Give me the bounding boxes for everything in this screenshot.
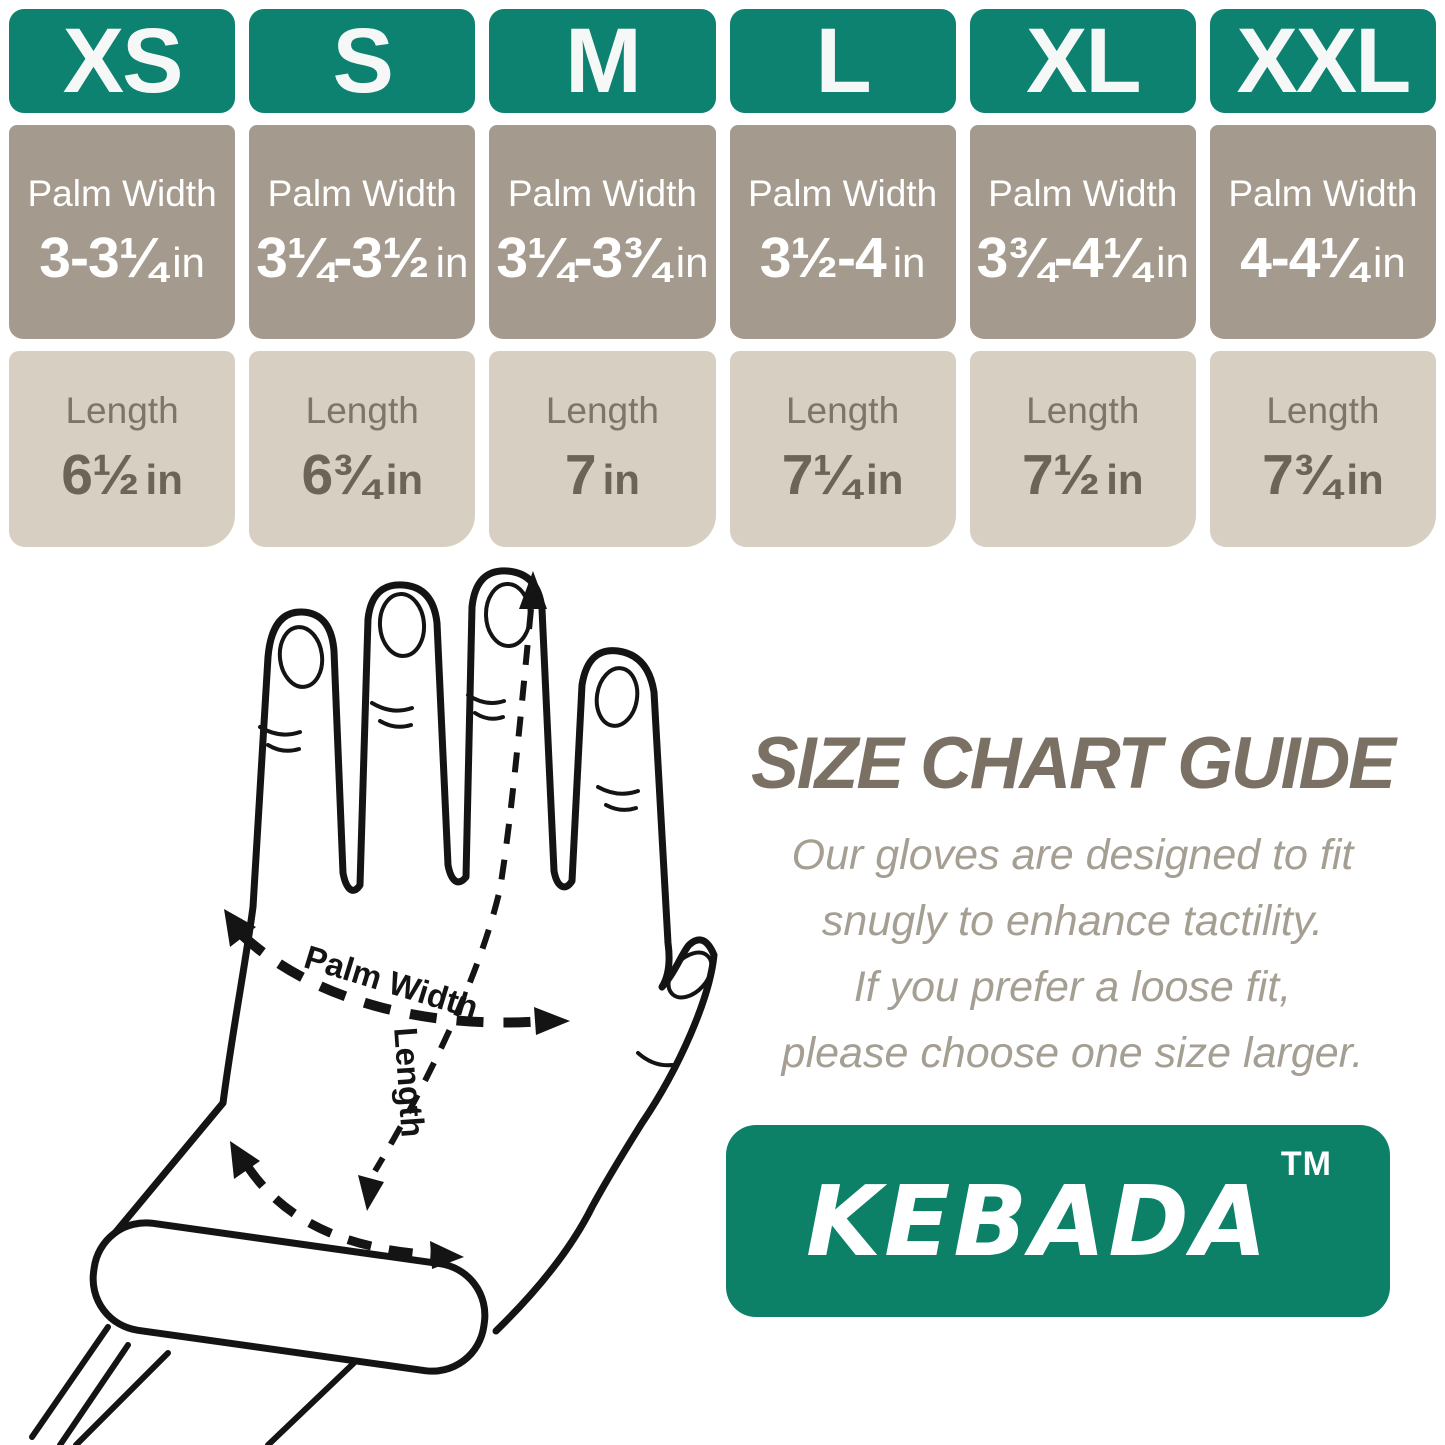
length-label: Length [305, 389, 419, 431]
size-label: XS [62, 9, 184, 112]
length-cell-s: Length 6¾ in [249, 351, 476, 547]
unit: in [1156, 239, 1189, 287]
length-cell-xs: Length 6½ in [9, 351, 236, 547]
knuckle-creases [258, 693, 674, 1068]
unit: in [866, 456, 904, 504]
size-header-l: L [729, 9, 956, 113]
palm-width-value: 3½-4 [759, 226, 887, 291]
length-label: Length [1266, 389, 1380, 431]
guide-line: snugly to enhance tactility. [821, 897, 1324, 945]
unit: in [1346, 456, 1384, 504]
arm-lines [29, 1324, 359, 1445]
unit: in [1373, 239, 1406, 287]
size-label: XXL [1236, 9, 1411, 112]
palm-width-cell-l: Palm Width 3½-4 in [729, 125, 956, 339]
hand-sketch: Palm Width Length [29, 567, 718, 1445]
guide-title: SIZE CHART GUIDE [750, 723, 1396, 804]
size-label: XL [1025, 9, 1142, 112]
unit: in [892, 239, 926, 287]
length-value: 7¾ [1262, 443, 1340, 508]
trademark-symbol: TM [1280, 1145, 1332, 1183]
palm-width-value: 3¾-4¼ [976, 226, 1150, 291]
unit: in [385, 456, 424, 504]
palm-width-cell-xl: Palm Width 3¾-4¼ in [969, 125, 1196, 339]
length-cell-m: Length 7 in [489, 351, 716, 547]
size-header-xs: XS [9, 9, 236, 113]
length-arrow-down [358, 1175, 384, 1211]
unit: in [1106, 456, 1144, 504]
wrist-arrow-left [230, 1141, 260, 1179]
palm-width-value: 3-3¼ [39, 226, 166, 291]
length-cell-l: Length 7¼ in [729, 351, 956, 547]
unit: in [602, 456, 640, 504]
length-value: 7 [564, 443, 597, 508]
brand-logo: KEBADA TM [726, 1125, 1390, 1317]
guide-line: please choose one size larger. [781, 1029, 1364, 1077]
length-arrow-up [519, 571, 547, 609]
size-header-xxl: XXL [1209, 9, 1436, 113]
length-cell-xxl: Length 7¾ in [1209, 351, 1436, 547]
palm-width-cell-xs: Palm Width 3-3¼ in [9, 125, 236, 339]
size-header-s: S [249, 9, 476, 113]
hand-outline [111, 567, 718, 1335]
length-value: 6¾ [301, 443, 379, 508]
wrist-measure-line [244, 1164, 441, 1260]
size-table: XS S M L XL XXL Palm Width 3-3¼ in Palm W… [9, 9, 1436, 547]
length-value: 7½ [1021, 443, 1100, 508]
guide-text: Our gloves are designed to fit snugly to… [700, 822, 1445, 1086]
size-label: L [815, 9, 871, 112]
length-label: Length [65, 389, 179, 431]
palm-width-cell-s: Palm Width 3¼-3½ in [249, 125, 476, 339]
unit: in [172, 239, 205, 287]
palm-width-label: Palm Width [988, 172, 1178, 214]
guide-line: Our gloves are designed to fit [791, 831, 1354, 879]
unit: in [435, 239, 469, 287]
palm-width-cell-xxl: Palm Width 4-4¼ in [1209, 125, 1436, 339]
length-label: Length [785, 389, 900, 431]
palm-width-label: Palm Width [748, 172, 938, 214]
unit: in [145, 456, 183, 504]
size-header-xl: XL [969, 9, 1196, 113]
length-label: Length [1026, 389, 1140, 431]
brand-name: KEBADA [805, 1164, 1271, 1278]
palm-width-label: Palm Width [1228, 172, 1418, 214]
length-value: 7¼ [781, 443, 860, 508]
palm-width-value: 3¼-3½ [256, 226, 429, 291]
unit: in [675, 239, 709, 287]
length-label: Length [545, 389, 659, 431]
palm-width-value: 3¼-3¾ [496, 226, 669, 291]
palm-width-label: Palm Width [27, 172, 217, 214]
length-value: 6½ [61, 443, 139, 508]
palm-width-label: Palm Width [267, 172, 457, 214]
palm-width-measure-line [238, 931, 545, 1028]
palm-width-value: 4-4¼ [1240, 226, 1367, 291]
palm-width-cell-m: Palm Width 3¼-3¾ in [489, 125, 716, 339]
length-cell-xl: Length 7½ in [969, 351, 1196, 547]
cuff-band [89, 1219, 489, 1375]
palm-width-arrow-right [534, 1007, 570, 1035]
size-label: S [332, 9, 394, 112]
hand-measurement-diagram: Palm Width Length [20, 555, 720, 1445]
wrist-arrow-right [430, 1241, 464, 1269]
size-header-m: M [489, 9, 716, 113]
length-measure-line [372, 608, 534, 1173]
size-label: M [565, 9, 642, 112]
length-diagram-label: Length [387, 1026, 432, 1138]
palm-width-label: Palm Width [507, 172, 697, 214]
palm-width-arrow-left [224, 909, 256, 947]
guide-line: If you prefer a loose fit, [853, 963, 1292, 1011]
